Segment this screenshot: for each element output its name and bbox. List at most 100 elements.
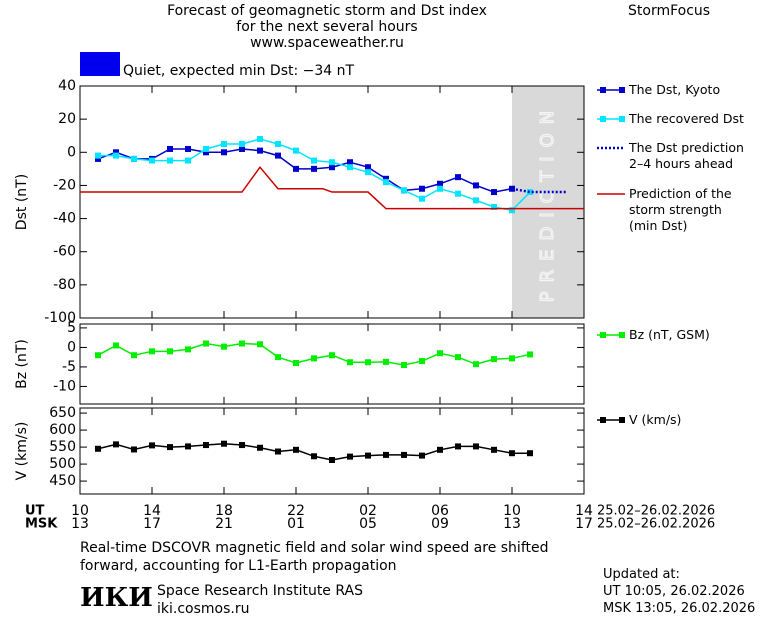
- data-point: [473, 443, 479, 450]
- data-point: [239, 442, 245, 449]
- data-point: [329, 159, 335, 166]
- series-line: [98, 138, 531, 212]
- legend-label: The Dst, Kyoto: [629, 82, 721, 97]
- data-point: [221, 343, 227, 350]
- data-point: [509, 207, 515, 214]
- data-point: [365, 164, 371, 171]
- msk-dates: 25.02–26.02.2026: [597, 517, 715, 532]
- y-axis-label: V (km/s): [14, 422, 30, 481]
- data-point: [203, 442, 209, 449]
- data-point: [455, 443, 461, 450]
- data-point: [419, 452, 425, 459]
- series-line: [80, 165, 584, 210]
- data-point: [473, 197, 479, 204]
- x-tick-label: 18: [215, 503, 233, 519]
- data-point: [329, 457, 335, 464]
- y-tick-label: 650: [49, 405, 76, 421]
- data-point: [383, 451, 389, 458]
- x-tick-label: 02: [359, 503, 377, 519]
- data-point: [401, 361, 407, 368]
- data-point: [473, 182, 479, 189]
- status-text: Quiet, expected min Dst: −34 nT: [123, 63, 355, 79]
- prediction-zone: [512, 86, 584, 318]
- x-tick-label: 22: [287, 503, 305, 519]
- y-tick-label: 40: [58, 78, 76, 94]
- y-tick-label: -60: [53, 244, 76, 260]
- data-point: [509, 450, 515, 457]
- data-point: [149, 348, 155, 355]
- x-tick-label: 10: [503, 503, 521, 519]
- legend-marker: [600, 417, 606, 423]
- x-tick-label-msk: 09: [431, 516, 449, 532]
- data-point: [131, 352, 137, 359]
- legend-marker: [619, 417, 625, 423]
- data-point: [365, 452, 371, 459]
- updated-label: Updated at:: [603, 567, 680, 582]
- x-tick-label-msk: 13: [71, 516, 89, 532]
- logo: ИКИ: [80, 583, 153, 613]
- data-point: [347, 159, 353, 166]
- data-point: [149, 157, 155, 164]
- x-tick-label-msk: 21: [215, 516, 233, 532]
- x-tick-label-msk: 13: [503, 516, 521, 532]
- data-point: [239, 141, 245, 147]
- legend-marker: [619, 116, 625, 122]
- data-point: [455, 174, 461, 181]
- y-tick-label: -40: [53, 211, 76, 227]
- data-point: [203, 149, 209, 156]
- data-point: [509, 185, 515, 192]
- data-point: [491, 189, 497, 196]
- data-point: [257, 136, 263, 143]
- y-tick-label: -10: [53, 378, 76, 394]
- legend-marker: [600, 116, 606, 122]
- data-point: [527, 189, 533, 196]
- data-point: [203, 145, 209, 152]
- data-point: [257, 147, 263, 154]
- institute-url: iki.cosmos.ru: [157, 601, 250, 617]
- data-point: [293, 360, 299, 367]
- data-point: [311, 355, 317, 362]
- data-point: [437, 446, 443, 453]
- data-point: [185, 157, 191, 164]
- y-tick-label: -80: [53, 277, 76, 293]
- data-point: [383, 358, 389, 365]
- data-point: [95, 155, 101, 162]
- legend-label: The recovered Dst: [629, 111, 744, 126]
- data-point: [131, 446, 137, 453]
- data-point: [365, 359, 371, 366]
- data-point: [347, 359, 353, 366]
- data-point: [491, 203, 497, 210]
- x-tick-label-msk: 17: [575, 516, 593, 532]
- plot-frame: [79, 85, 585, 319]
- data-point: [347, 453, 353, 460]
- x-tick-label: 14: [575, 503, 593, 519]
- series-line: [511, 187, 566, 194]
- data-point: [473, 361, 479, 368]
- data-point: [509, 355, 515, 362]
- data-point: [311, 165, 317, 172]
- y-tick-label: 0: [67, 339, 76, 355]
- data-point: [275, 152, 281, 159]
- data-point: [95, 445, 101, 452]
- data-point: [113, 149, 119, 156]
- data-point: [329, 164, 335, 171]
- data-point: [383, 175, 389, 182]
- data-point: [527, 450, 533, 457]
- y-tick-label: 550: [49, 439, 76, 455]
- footnote: Real-time DSCOVR magnetic field and sola…: [80, 540, 549, 574]
- legend-label: The Dst prediction 2–4 hours ahead: [629, 140, 744, 171]
- data-point: [239, 340, 245, 347]
- data-point: [419, 195, 425, 202]
- brand: StormFocus: [628, 3, 711, 19]
- data-point: [527, 351, 533, 358]
- data-point: [257, 341, 263, 348]
- y-tick-label: 0: [67, 144, 76, 160]
- prediction-label: PREDICTION: [537, 102, 558, 302]
- data-point: [221, 440, 227, 447]
- data-point: [383, 179, 389, 186]
- y-axis-label: Dst (nT): [14, 174, 30, 230]
- series-line: [97, 342, 531, 366]
- data-point: [167, 157, 173, 164]
- data-point: [401, 451, 407, 458]
